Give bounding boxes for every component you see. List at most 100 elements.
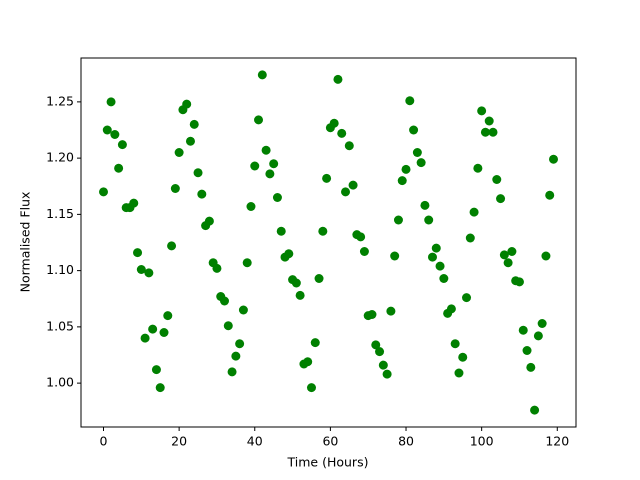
- scatter-point: [212, 263, 222, 273]
- scatter-point: [322, 173, 332, 183]
- scatter-point: [409, 125, 419, 135]
- scatter-point: [272, 193, 282, 202]
- scatter-point: [420, 200, 430, 210]
- scatter-point: [110, 130, 120, 139]
- scatter-point: [344, 141, 354, 151]
- scatter-point: [416, 158, 426, 168]
- scatter-point: [514, 277, 524, 287]
- scatter-point: [333, 74, 343, 84]
- scatter-point: [541, 251, 551, 261]
- x-tick-label: 0: [100, 434, 108, 449]
- scatter-point: [303, 357, 313, 367]
- scatter-point: [174, 148, 184, 157]
- x-tick-label: 120: [545, 434, 569, 449]
- y-tick-label: 1.20: [46, 150, 74, 165]
- scatter-point: [148, 324, 158, 334]
- scatter-point: [371, 340, 381, 350]
- y-tick-label: 1.00: [46, 375, 74, 390]
- scatter-point: [465, 233, 475, 243]
- scatter-point: [265, 169, 275, 179]
- scatter-point: [454, 368, 464, 378]
- scatter-point: [488, 127, 498, 137]
- scatter-point: [295, 290, 305, 300]
- scatter-point: [261, 145, 271, 155]
- scatter-point: [378, 360, 388, 370]
- scatter-point: [386, 306, 396, 316]
- scatter-point: [341, 187, 351, 197]
- scatter-point: [306, 383, 316, 393]
- scatter-point: [545, 190, 555, 200]
- y-tick-label: 1.25: [46, 93, 74, 108]
- scatter-point: [129, 198, 139, 208]
- scatter-point: [405, 96, 415, 106]
- scatter-point: [227, 367, 237, 377]
- scatter-point: [170, 184, 180, 193]
- scatter-point: [469, 207, 479, 217]
- scatter-point: [473, 163, 483, 173]
- scatter-point: [193, 168, 203, 178]
- scatter-point: [140, 333, 150, 343]
- scatter-point: [412, 148, 422, 157]
- scatter-point: [450, 339, 460, 349]
- scatter-point: [549, 154, 558, 164]
- scatter-point: [106, 97, 116, 107]
- scatter-point: [250, 161, 260, 171]
- scatter-point: [375, 347, 385, 357]
- scatter-point: [242, 258, 252, 268]
- x-tick-label: 100: [470, 434, 494, 449]
- scatter-point: [151, 365, 161, 375]
- scatter-point: [477, 106, 487, 116]
- scatter-point: [435, 261, 445, 271]
- y-tick-label: 1.15: [46, 206, 74, 221]
- scatter-point: [522, 346, 532, 355]
- scatter-point: [390, 251, 400, 261]
- scatter-point: [533, 331, 543, 341]
- scatter-point: [189, 119, 199, 129]
- scatter-point: [238, 305, 248, 315]
- scatter-point: [269, 159, 279, 169]
- scatter-point: [496, 194, 506, 204]
- scatter-point: [492, 175, 502, 184]
- scatter-point: [114, 163, 124, 173]
- scatter-point: [197, 189, 207, 199]
- scatter-point: [204, 216, 214, 226]
- scatter-point: [136, 265, 146, 274]
- scatter-point: [133, 248, 143, 258]
- x-tick-label: 20: [171, 434, 187, 449]
- scatter-point: [318, 226, 328, 236]
- scatter-point: [185, 136, 195, 146]
- scatter-point: [159, 328, 169, 337]
- y-tick-label: 1.10: [46, 262, 74, 277]
- scatter-point: [439, 274, 449, 283]
- scatter-point: [337, 128, 347, 138]
- scatter-point: [348, 180, 358, 190]
- scatter-point: [235, 339, 245, 349]
- scatter-point: [314, 274, 324, 283]
- scatter-point: [484, 116, 494, 126]
- scatter-point: [503, 258, 513, 268]
- scatter-point: [507, 247, 517, 256]
- scatter-point: [537, 319, 547, 328]
- scatter-point: [223, 321, 233, 331]
- scatter-point: [155, 383, 165, 393]
- scatter-point: [246, 202, 256, 211]
- scatter-point: [144, 268, 154, 278]
- plot-frame: [80, 57, 577, 428]
- scatter-point: [393, 215, 403, 225]
- y-axis-label: Normalised Flux: [18, 192, 33, 293]
- scatter-point: [276, 226, 286, 236]
- scatter-point: [427, 252, 437, 262]
- x-tick-label: 40: [247, 434, 263, 449]
- scatter-point: [499, 250, 509, 260]
- scatter-point: [231, 351, 241, 361]
- scatter-point: [526, 362, 536, 372]
- scatter-point: [382, 369, 392, 379]
- scatter-point: [462, 293, 472, 303]
- scatter-point: [182, 99, 192, 109]
- scatter-point: [257, 70, 267, 80]
- scatter-point: [367, 310, 377, 319]
- scatter-point: [359, 247, 369, 256]
- scatter-point: [99, 187, 108, 197]
